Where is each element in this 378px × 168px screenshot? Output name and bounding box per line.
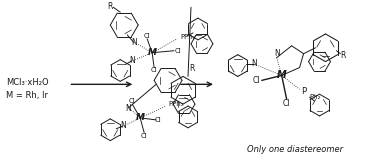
Text: N: N <box>251 59 257 68</box>
Text: M = Rh, Ir: M = Rh, Ir <box>6 91 48 100</box>
Text: M: M <box>136 113 145 122</box>
Text: P: P <box>301 87 306 96</box>
Text: Cl: Cl <box>283 99 290 108</box>
Text: PPh₂: PPh₂ <box>168 101 184 107</box>
Text: Only one diastereomer: Only one diastereomer <box>246 145 343 154</box>
Text: MCl₃·xH₂O: MCl₃·xH₂O <box>6 78 48 87</box>
Text: R: R <box>189 64 195 73</box>
Text: R: R <box>108 2 113 11</box>
Text: N: N <box>274 49 280 58</box>
Text: N: N <box>131 38 137 47</box>
Text: Cl: Cl <box>155 117 161 123</box>
Text: Cl: Cl <box>141 133 147 139</box>
Text: Cl: Cl <box>175 48 181 54</box>
Text: M: M <box>148 48 156 57</box>
Text: Cl: Cl <box>253 76 260 85</box>
Text: Cl: Cl <box>144 33 150 39</box>
Text: N: N <box>125 103 131 113</box>
Text: Ph₂: Ph₂ <box>310 94 321 100</box>
Text: Cl: Cl <box>151 68 158 73</box>
Text: R: R <box>341 51 346 60</box>
Text: N: N <box>120 121 126 130</box>
Text: N: N <box>129 56 135 65</box>
Text: M: M <box>277 70 287 80</box>
Text: Cl: Cl <box>129 98 136 104</box>
Text: PPh₂: PPh₂ <box>180 34 196 40</box>
